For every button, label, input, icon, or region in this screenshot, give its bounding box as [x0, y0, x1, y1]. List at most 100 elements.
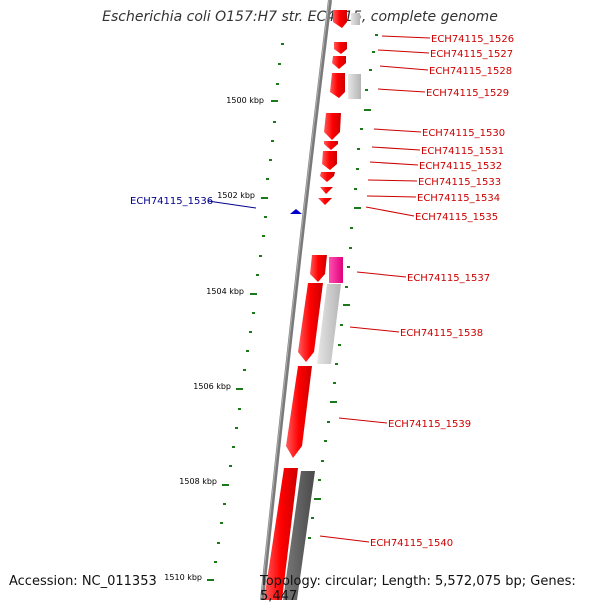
leader-lines [207, 35, 431, 543]
track-dot [340, 324, 343, 326]
homolog-block [351, 13, 360, 25]
track-dot [327, 421, 330, 423]
track-dot [235, 427, 238, 429]
track-dot [229, 465, 232, 467]
track-dot [232, 446, 235, 448]
track-dot [338, 344, 341, 346]
leader-line [349, 326, 400, 333]
track-dot [220, 522, 223, 524]
leader-line [379, 65, 429, 71]
gene-label: ECH74115_1528 [429, 66, 512, 77]
track-dot [364, 109, 371, 111]
track-dot [375, 34, 378, 36]
gene-label: ECH74115_1533 [418, 177, 501, 188]
tick-label: 1510 kbp [164, 573, 202, 582]
track-dot [281, 43, 284, 45]
track-dot [246, 350, 249, 352]
homolog-block [329, 257, 343, 283]
leader-line [381, 35, 431, 39]
leader-line [377, 49, 430, 54]
track-dot [311, 517, 314, 519]
accession-text: Accession: NC_011353 [9, 574, 157, 589]
gene-features [264, 10, 361, 600]
homolog-block [348, 74, 361, 99]
track-dot [365, 89, 368, 91]
gene-arrow [324, 113, 341, 140]
gene-label: ECH74115_1537 [407, 273, 490, 284]
track-dot [217, 542, 220, 544]
dotted-track [214, 34, 378, 563]
gene-arrow [333, 10, 347, 28]
gene-arrow [334, 42, 347, 54]
track-dot [321, 460, 324, 462]
track-dot [330, 401, 337, 403]
track-dot [271, 140, 274, 142]
gene-arrow [310, 255, 327, 282]
track-dot [249, 331, 252, 333]
track-dot [269, 159, 272, 161]
track-dot [238, 408, 241, 410]
leader-line [371, 146, 421, 151]
leader-line [373, 128, 422, 133]
track-dot [357, 148, 360, 150]
track-dot [372, 51, 375, 53]
tick-labels: 1500 kbp 1502 kbp 1504 kbp 1506 kbp 1508… [164, 96, 264, 582]
track-dot [223, 503, 226, 505]
gene-label: ECH74115_1530 [422, 128, 505, 139]
track-dot [343, 304, 350, 306]
gene-arrow [320, 172, 335, 182]
track-dot [273, 121, 276, 123]
track-dot [264, 216, 267, 218]
leader-line [207, 200, 257, 209]
tick-label: 1508 kbp [179, 477, 217, 486]
track-dot [350, 227, 353, 229]
tick-label: 1504 kbp [206, 287, 244, 296]
track-dot [354, 188, 357, 190]
tick-label: 1502 kbp [217, 191, 255, 200]
track-dot [252, 312, 255, 314]
gene-arrow [264, 468, 298, 600]
gene-label: ECH74115_1531 [421, 146, 504, 157]
track-dot [259, 255, 262, 257]
tick-label: 1500 kbp [226, 96, 264, 105]
gene-arrow-minus [290, 209, 302, 214]
gene-label: ECH74115_1539 [388, 419, 471, 430]
leader-line [319, 535, 370, 543]
track-dot [369, 69, 372, 71]
gene-arrow [298, 283, 323, 362]
track-dot [276, 83, 279, 85]
gene-label: ECH74115_1532 [419, 161, 502, 172]
gene-label: ECH74115_1529 [426, 88, 509, 99]
tick-label: 1506 kbp [193, 382, 231, 391]
gene-arrow [320, 187, 333, 194]
track-dot [356, 168, 359, 170]
track-dot [308, 537, 311, 539]
leader-line [377, 88, 426, 93]
homolog-block [317, 284, 341, 364]
gene-label: ECH74115_1540 [370, 538, 453, 549]
genome-backbone-highlight [260, 0, 330, 600]
track-dot [314, 498, 321, 500]
tick-marks [207, 100, 278, 581]
track-dot [333, 382, 336, 384]
gene-arrow [330, 73, 345, 98]
homolog-block [283, 471, 315, 600]
leader-line [369, 161, 419, 166]
gene-arrow [322, 151, 337, 170]
gene-label-minus: ECH74115_1536 [130, 196, 213, 207]
track-dot [266, 178, 269, 180]
leader-line [367, 179, 418, 182]
map-title: Escherichia coli O157:H7 str. EC4115, co… [102, 9, 498, 25]
track-dot [214, 561, 217, 563]
track-dot [360, 128, 363, 130]
gene-arrow [286, 366, 312, 458]
leader-line [366, 195, 417, 198]
track-dot [243, 369, 246, 371]
track-dot [335, 363, 338, 365]
leader-line [365, 206, 415, 217]
gene-labels: ECH74115_1526 ECH74115_1527 ECH74115_152… [130, 34, 514, 549]
gene-arrow [332, 56, 346, 69]
track-dot [324, 440, 327, 442]
leader-line [356, 271, 407, 278]
track-dot [347, 266, 350, 268]
